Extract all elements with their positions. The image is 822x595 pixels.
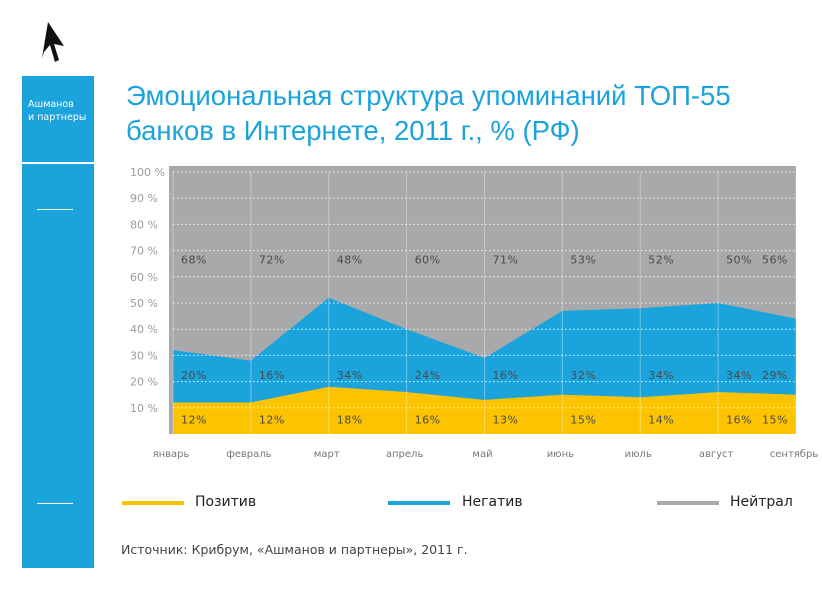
y-tick-label: 60 % [130,271,158,284]
data-label-negative: 24% [415,369,441,382]
y-tick-label: 100 % [130,166,165,179]
legend-swatch-negative [388,501,450,505]
data-label-positive: 15% [762,414,788,427]
brand-line-2: и партнеры [28,112,87,123]
data-label-negative: 32% [570,369,596,382]
sidebar: Ашманов и партнеры [22,76,94,568]
data-label-positive: 15% [570,414,596,427]
brand-name: Ашманов и партнеры [28,98,86,124]
sidebar-dash [37,209,73,210]
data-label-negative: 34% [337,369,363,382]
series-area-negative [173,297,796,403]
data-label-positive: 14% [648,414,674,427]
data-label-negative: 16% [259,369,285,382]
x-tick-label: май [472,449,492,460]
x-tick-label: июль [625,449,652,460]
data-label-negative: 29% [762,369,788,382]
data-label-neutral: 50% [726,254,752,267]
data-label-positive: 13% [493,414,519,427]
page-title: Эмоциональная структура упоминаний ТОП-5… [126,80,731,146]
data-label-negative: 20% [181,369,207,382]
data-label-positive: 16% [415,414,441,427]
source-note: Источник: Крибрум, «Ашманов и партнеры»,… [121,542,468,557]
x-tick-label: сентябрь [770,449,819,460]
data-label-neutral: 48% [337,254,363,267]
legend-label-neutral: Нейтрал [730,494,793,510]
data-label-positive: 12% [181,414,207,427]
y-tick-label: 20 % [130,376,158,389]
x-tick-label: июнь [547,449,574,460]
data-label-positive: 16% [726,414,752,427]
y-tick-label: 30 % [130,349,158,362]
data-label-neutral: 72% [259,254,285,267]
y-tick-label: 80 % [130,218,158,231]
x-tick-label: февраль [226,449,271,460]
data-label-neutral: 52% [648,254,674,267]
data-label-neutral: 68% [181,254,207,267]
data-label-positive: 18% [337,414,363,427]
y-tick-label: 10 % [130,402,158,415]
legend-label-positive: Позитив [195,494,257,510]
x-tick-label: апрель [386,449,424,460]
y-tick-label: 40 % [130,323,158,336]
y-tick-label: 90 % [130,192,158,205]
data-label-neutral: 53% [570,254,596,267]
data-label-neutral: 60% [415,254,441,267]
legend-label-negative: Негатив [462,494,523,510]
y-tick-label: 50 % [130,297,158,310]
data-label-negative: 34% [726,369,752,382]
x-tick-label: январь [153,449,190,460]
sidebar-divider [22,162,94,164]
legend-swatch-neutral [657,501,719,505]
legend-swatch-positive [122,501,184,505]
data-label-positive: 12% [259,414,285,427]
x-tick-label: август [699,449,734,460]
sidebar-dash [37,503,73,504]
data-label-negative: 16% [493,369,519,382]
data-label-neutral: 71% [493,254,519,267]
y-tick-label: 70 % [130,245,158,258]
data-label-neutral: 56% [762,254,788,267]
data-label-negative: 34% [648,369,674,382]
x-tick-label: март [314,449,340,460]
logo [40,18,72,69]
brand-line-1: Ашманов [28,99,74,110]
y-axis-panel [126,166,169,434]
series-area-positive [173,386,796,434]
